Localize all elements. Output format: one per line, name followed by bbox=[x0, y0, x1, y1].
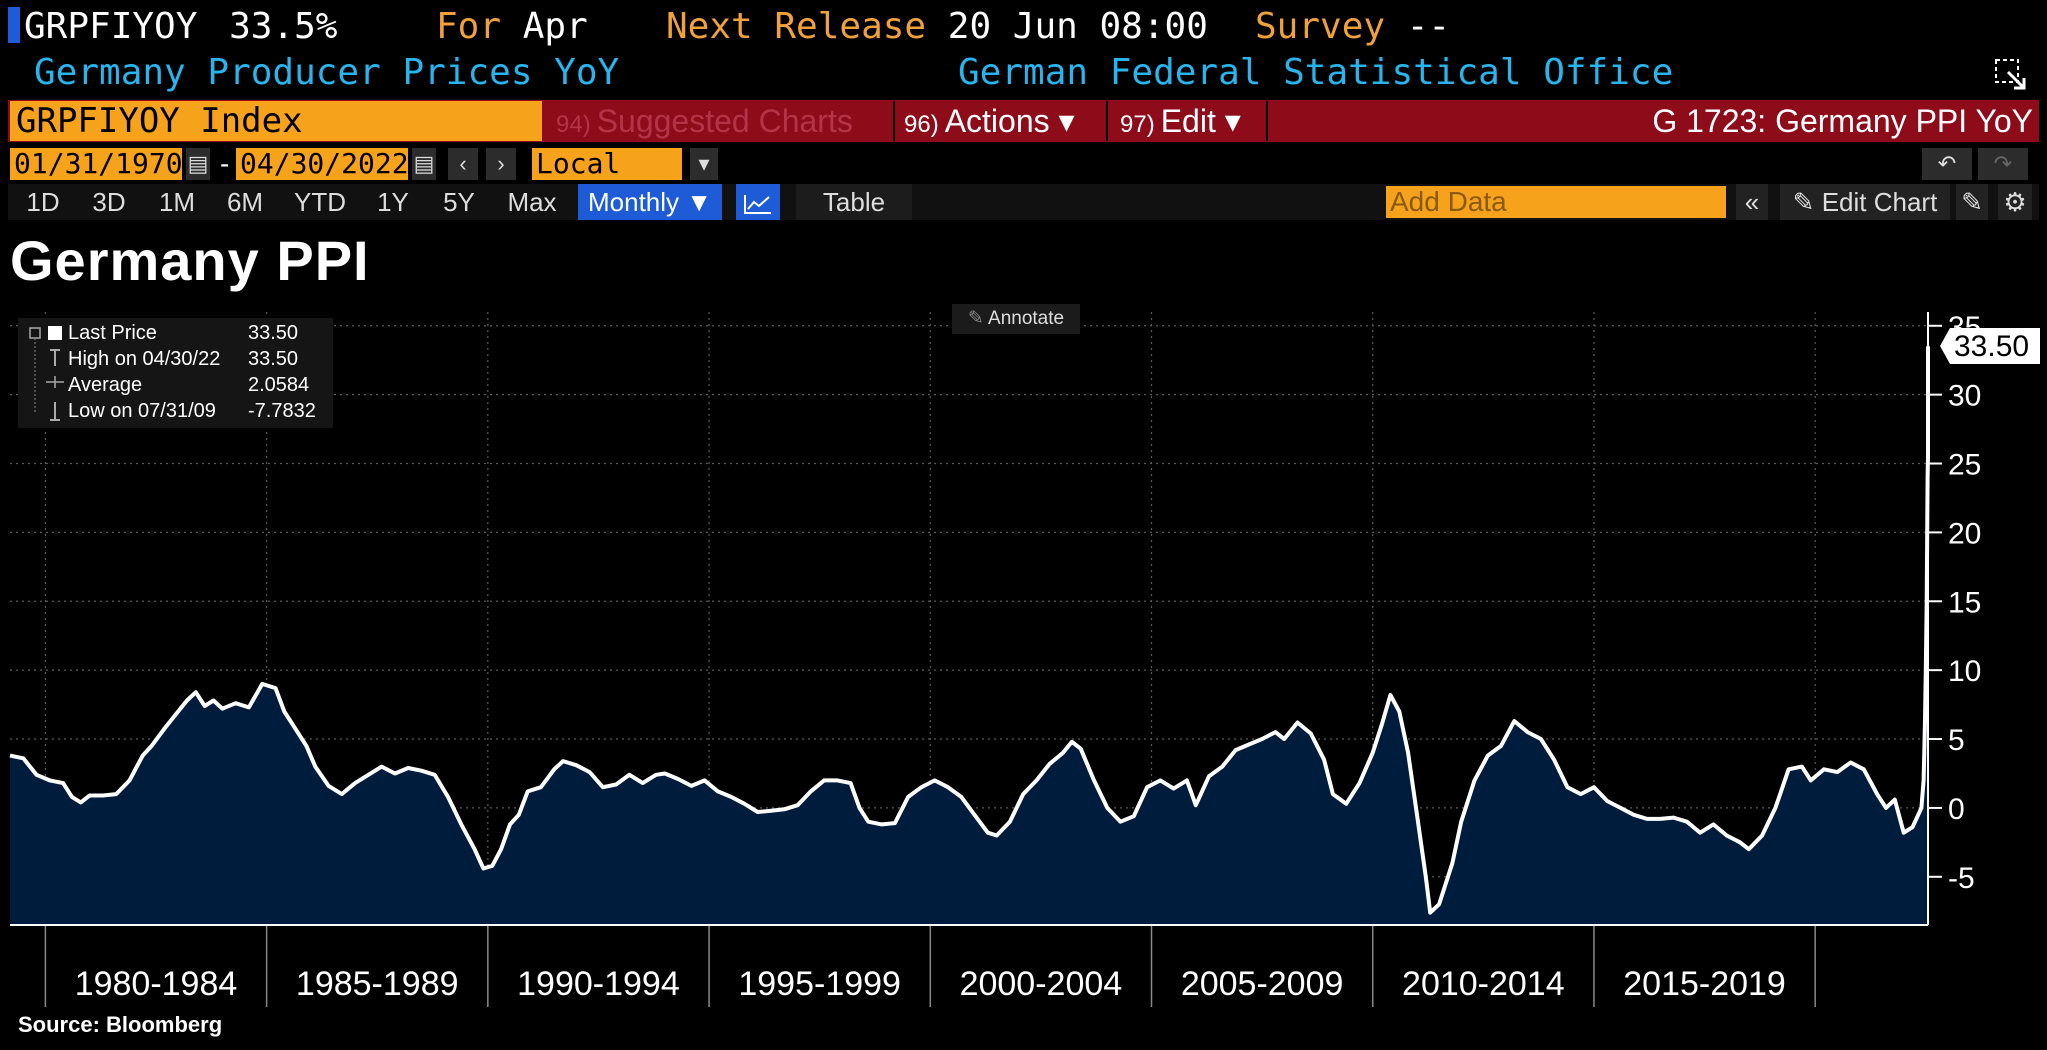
legend-tree-icon bbox=[29, 326, 64, 421]
period-1d[interactable]: 1D bbox=[26, 187, 60, 217]
x-tick-label: 2005-2009 bbox=[1181, 965, 1344, 1003]
end-date-field[interactable]: 04/30/2022 bbox=[236, 148, 409, 180]
undo-icon[interactable]: ↶ bbox=[1922, 148, 1972, 180]
period-3d[interactable]: 3D bbox=[92, 187, 126, 217]
chart-legend: Last Price 33.50 High on 04/30/22 33.50 … bbox=[18, 318, 333, 428]
x-tick-label: 1980-1984 bbox=[75, 965, 238, 1003]
x-tick-label: 1995-1999 bbox=[738, 965, 901, 1003]
x-tick-label: 1985-1989 bbox=[296, 965, 459, 1003]
source-organization: German Federal Statistical Office bbox=[958, 52, 1674, 93]
edit-menu[interactable]: 97) Edit ▾ bbox=[1120, 103, 1241, 139]
security-marker bbox=[8, 7, 20, 43]
gear-icon[interactable]: ⚙ bbox=[1998, 184, 2032, 220]
period-ytd[interactable]: YTD bbox=[294, 187, 346, 217]
legend-last-price-label: Last Price bbox=[68, 322, 157, 344]
next-release-value: 20 Jun 08:00 bbox=[947, 6, 1208, 47]
y-tick-label: 25 bbox=[1948, 449, 1981, 482]
legend-last-price-value: 33.50 bbox=[248, 322, 299, 344]
period-1m[interactable]: 1M bbox=[158, 187, 196, 217]
x-tick-label: 2015-2019 bbox=[1623, 965, 1786, 1003]
legend-average-value: 2.0584 bbox=[248, 374, 310, 396]
ticker-value: 33.5% bbox=[229, 6, 338, 47]
series-line bbox=[9, 346, 1930, 915]
chart-title: Germany PPI bbox=[10, 229, 370, 292]
table-button[interactable]: Table bbox=[796, 184, 912, 220]
legend-high-label: High on 04/30/22 bbox=[68, 348, 221, 370]
y-tick-label: 30 bbox=[1948, 380, 1981, 413]
y-tick-label: -5 bbox=[1948, 862, 1975, 895]
y-tick-label: 15 bbox=[1948, 586, 1981, 619]
survey-label: Survey -- bbox=[1255, 6, 1451, 47]
edit-icon[interactable]: ✎ bbox=[1956, 184, 1988, 220]
redo-icon[interactable]: ↷ bbox=[1978, 148, 2028, 180]
security-field[interactable]: GRPFIYOY Index bbox=[10, 101, 542, 141]
double-chevron-left-icon[interactable]: « bbox=[1736, 184, 1768, 220]
pencil-icon: ✎ bbox=[967, 308, 984, 329]
line-chart-icon[interactable] bbox=[736, 184, 780, 220]
y-tick-label: 0 bbox=[1948, 793, 1965, 826]
page-title: G 1723: Germany PPI YoY bbox=[1652, 103, 2033, 139]
last-price-tag: 33.50 bbox=[1940, 326, 2040, 366]
chevron-right-icon[interactable]: › bbox=[486, 148, 516, 180]
popout-icon[interactable] bbox=[1994, 58, 2028, 92]
add-data-input[interactable]: Add Data bbox=[1386, 186, 1726, 218]
separator bbox=[893, 101, 895, 141]
y-tick-label: 5 bbox=[1948, 724, 1965, 757]
ticker-header: GRPFIYOY 33.5% bbox=[8, 6, 338, 47]
date-separator: - bbox=[220, 148, 230, 179]
x-tick-label: 1990-1994 bbox=[517, 965, 680, 1003]
security-description: Germany Producer Prices YoY bbox=[34, 52, 620, 93]
source-note: Source: Bloomberg bbox=[18, 1012, 223, 1037]
next-release-label: Next Release 20 Jun 08:00 bbox=[666, 6, 1208, 47]
ticker-symbol: GRPFIYOY bbox=[24, 6, 198, 47]
series-area bbox=[10, 346, 1928, 925]
annotate-button[interactable]: ✎ Annotate bbox=[952, 304, 1080, 334]
x-tick-label: 2010-2014 bbox=[1402, 965, 1565, 1003]
chevron-left-icon[interactable]: ‹ bbox=[448, 148, 478, 180]
edit-chart-button[interactable]: ✎ Edit Chart bbox=[1780, 184, 1950, 220]
y-tick-label: 10 bbox=[1948, 655, 1981, 688]
period-1y[interactable]: 1Y bbox=[377, 187, 409, 217]
legend-high-value: 33.50 bbox=[248, 348, 299, 370]
separator bbox=[1106, 101, 1108, 141]
calendar-icon[interactable]: ▤ bbox=[412, 148, 436, 180]
chevron-down-icon[interactable]: ▾ bbox=[690, 148, 718, 180]
legend-low-label: Low on 07/31/09 bbox=[68, 400, 216, 422]
separator bbox=[1266, 101, 1268, 141]
for-label: For Apr bbox=[436, 6, 588, 47]
period-5y[interactable]: 5Y bbox=[443, 187, 475, 217]
y-tick-label: 20 bbox=[1948, 517, 1981, 550]
pencil-icon: ✎ bbox=[1792, 187, 1815, 217]
for-value: Apr bbox=[522, 6, 588, 47]
start-date-field[interactable]: 01/31/1970 bbox=[10, 148, 183, 180]
period-max[interactable]: Max bbox=[507, 187, 557, 217]
x-tick-label: 2000-2004 bbox=[960, 965, 1123, 1003]
suggested-charts-button[interactable]: 94) Suggested Charts bbox=[556, 103, 853, 139]
legend-low-value: -7.7832 bbox=[248, 400, 316, 422]
frequency-select[interactable]: Monthly ▼ bbox=[578, 184, 722, 220]
legend-average-label: Average bbox=[68, 374, 143, 396]
survey-value: -- bbox=[1406, 6, 1451, 47]
actions-menu[interactable]: 96) Actions ▾ bbox=[904, 103, 1075, 139]
calendar-icon[interactable]: ▤ bbox=[186, 148, 210, 180]
period-6m[interactable]: 6M bbox=[226, 187, 264, 217]
